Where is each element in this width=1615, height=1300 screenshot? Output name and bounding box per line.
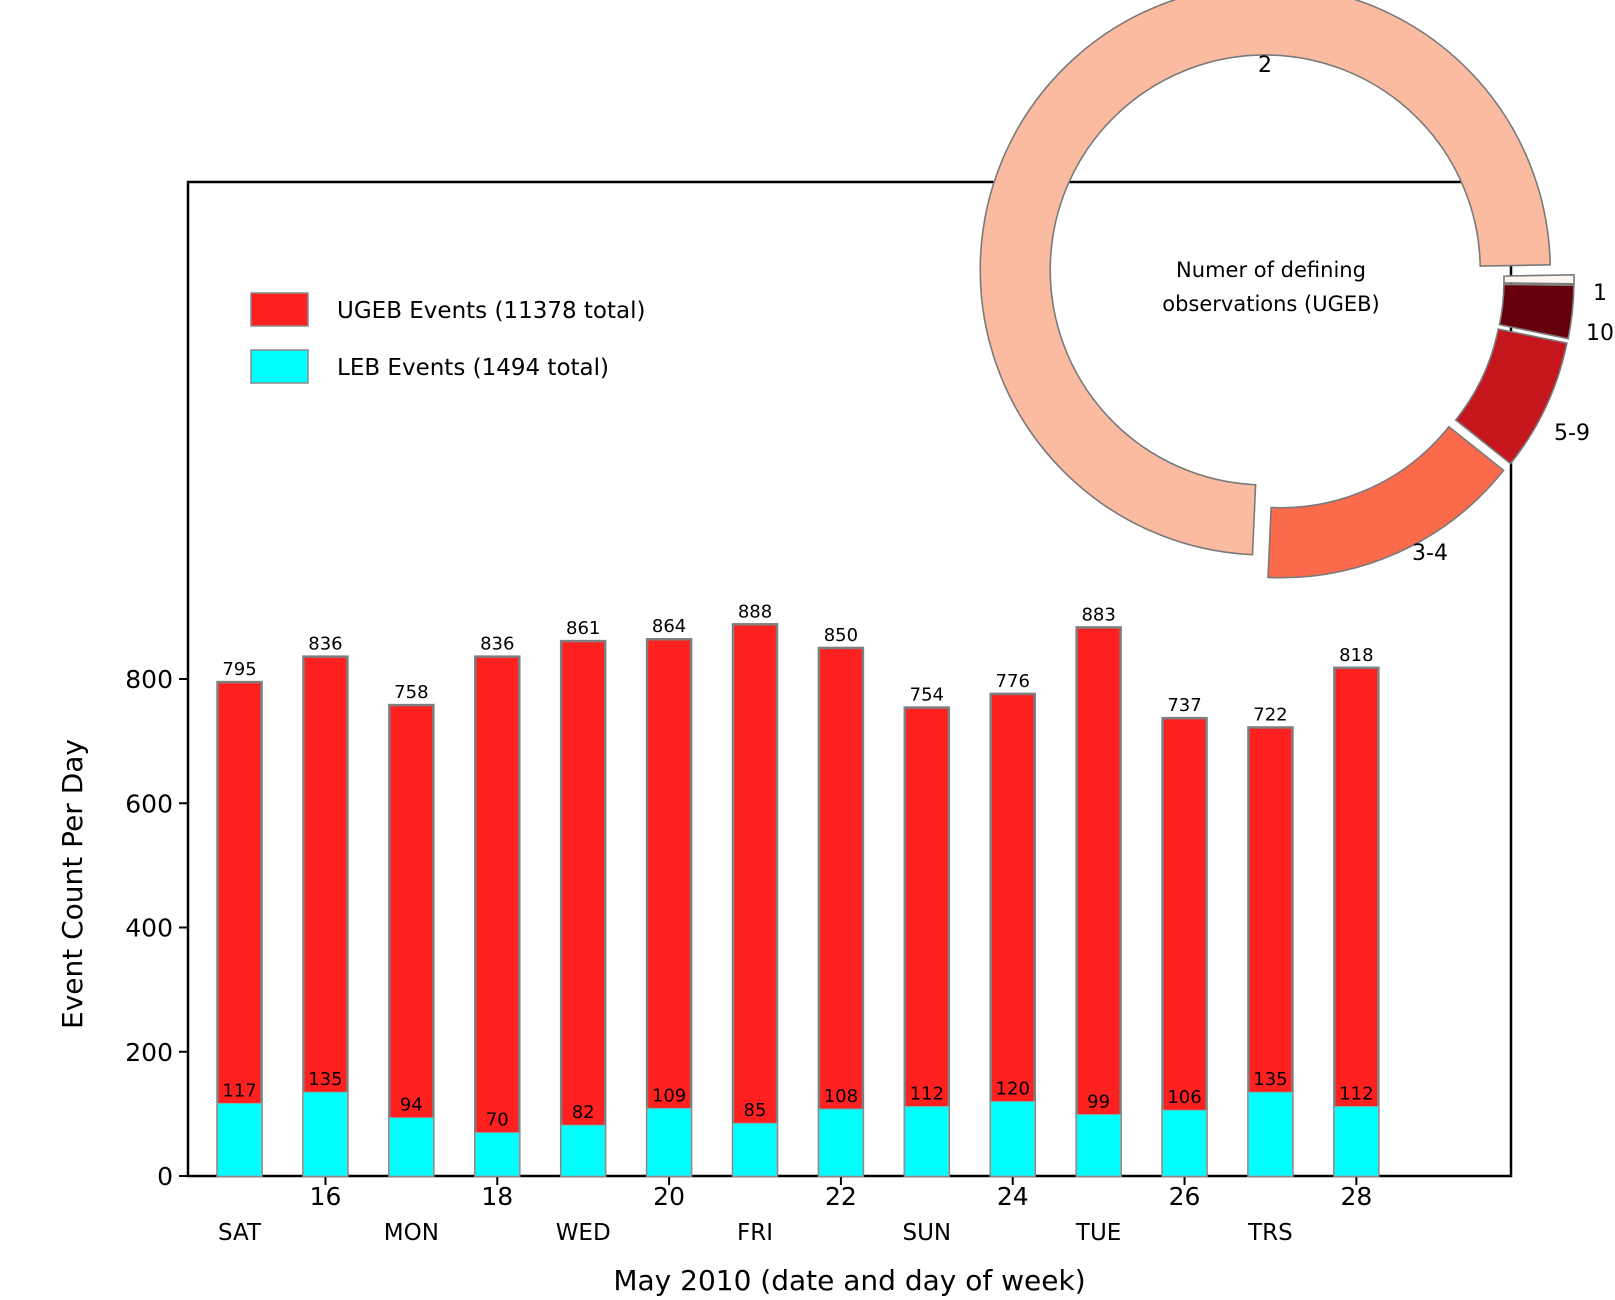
leb-value-label: 94 [400, 1095, 423, 1116]
leb-bar [217, 1102, 262, 1177]
legend-label: UGEB Events (11378 total) [337, 298, 645, 324]
donut-slice-label: 10 [1586, 321, 1614, 346]
ugeb-value-label: 864 [652, 616, 686, 637]
ugeb-value-label: 836 [480, 634, 514, 655]
leb-value-label: 108 [824, 1086, 858, 1107]
donut-center-label: observations (UGEB) [1162, 292, 1380, 316]
ugeb-value-label: 888 [738, 601, 772, 622]
x-tick-label: 20 [653, 1182, 685, 1211]
y-tick-label: 600 [125, 789, 173, 818]
donut-slice-label: 5-9 [1554, 421, 1590, 446]
leb-bar [646, 1107, 692, 1177]
leb-bar [1162, 1109, 1207, 1177]
donut-slice [1503, 274, 1575, 285]
leb-bar [560, 1124, 606, 1177]
ugeb-bar [474, 655, 521, 1178]
x-tick-label: 18 [481, 1182, 513, 1211]
x-tick-label: 26 [1169, 1182, 1201, 1211]
legend-swatch [250, 349, 309, 384]
day-of-week-label: FRI [737, 1220, 773, 1246]
y-tick-label: 400 [125, 914, 173, 943]
leb-value-label: 135 [308, 1069, 342, 1090]
ugeb-value-label: 722 [1253, 704, 1287, 725]
leb-bar [303, 1091, 348, 1177]
leb-value-label: 82 [572, 1102, 595, 1123]
leb-value-label: 106 [1167, 1087, 1201, 1108]
ugeb-bar [731, 623, 779, 1178]
ugeb-value-label: 883 [1081, 604, 1115, 625]
day-of-week-label: TUE [1075, 1220, 1121, 1246]
ugeb-bar [216, 680, 263, 1178]
ugeb-value-label: 776 [996, 671, 1030, 692]
ugeb-bar [903, 706, 951, 1178]
donut-slice-label: 2 [1258, 53, 1272, 78]
leb-value-label: 99 [1087, 1091, 1110, 1112]
donut-center-label: Numer of defining [1176, 258, 1366, 282]
legend-swatch [250, 292, 309, 327]
leb-bar [474, 1132, 520, 1177]
donut-slice-label: 1 [1593, 281, 1607, 306]
leb-bar [1076, 1114, 1122, 1177]
day-of-week-label: WED [556, 1220, 611, 1246]
day-of-week-label: SUN [902, 1220, 951, 1246]
leb-bar [818, 1108, 864, 1177]
x-tick-label: 24 [997, 1182, 1029, 1211]
x-tick-label: 16 [310, 1182, 342, 1211]
leb-bar [1248, 1091, 1293, 1177]
y-axis-title: Event Count Per Day [56, 739, 89, 1029]
donut-slice [979, 0, 1552, 556]
leb-value-label: 112 [910, 1083, 944, 1104]
leb-value-label: 85 [744, 1100, 767, 1121]
legend-label: LEB Events (1494 total) [337, 355, 609, 381]
donut-chart: 1 10 5-9 3-4 2 Numer of defining observations … [979, 0, 1614, 579]
leb-value-label: 70 [486, 1110, 509, 1131]
x-tick-label: 22 [825, 1182, 857, 1211]
donut-slice [1267, 425, 1505, 579]
ugeb-value-label: 754 [910, 685, 944, 706]
leb-value-label: 112 [1339, 1083, 1373, 1104]
y-tick-label: 0 [157, 1162, 173, 1191]
ugeb-value-label: 737 [1167, 695, 1201, 716]
day-of-week-label: MON [384, 1220, 439, 1246]
ugeb-value-label: 795 [222, 659, 256, 680]
ugeb-value-label: 850 [824, 625, 858, 646]
ugeb-value-label: 861 [566, 618, 600, 639]
y-tick-label: 800 [125, 665, 173, 694]
leb-value-label: 109 [652, 1085, 686, 1106]
ugeb-bar [1161, 716, 1208, 1178]
leb-value-label: 117 [222, 1080, 256, 1101]
leb-bar [990, 1101, 1036, 1177]
donut-slice [1454, 328, 1568, 465]
leb-bar [904, 1106, 950, 1177]
leb-value-label: 120 [996, 1078, 1030, 1099]
leb-bar [732, 1122, 778, 1177]
y-tick-label: 200 [125, 1038, 173, 1067]
bar-chart: 0 200 400 600 800 16 18 20 22 24 26 28 SAT MON WED FRI S… [56, 180, 1513, 1297]
ugeb-value-label: 836 [308, 634, 342, 655]
ugeb-value-label: 818 [1339, 645, 1373, 666]
ugeb-value-label: 758 [394, 682, 428, 703]
donut-slice [1498, 283, 1575, 340]
leb-bar [1333, 1106, 1379, 1177]
day-of-week-label: SAT [218, 1220, 262, 1246]
ugeb-bar [559, 639, 607, 1178]
leb-bar [388, 1117, 434, 1177]
x-axis-title: May 2010 (date and day of week) [613, 1264, 1085, 1297]
ugeb-bar [1075, 626, 1122, 1178]
x-tick-label: 28 [1340, 1182, 1372, 1211]
day-of-week-label: TRS [1247, 1220, 1293, 1246]
donut-slice-label: 3-4 [1412, 541, 1448, 566]
leb-value-label: 135 [1253, 1069, 1287, 1090]
